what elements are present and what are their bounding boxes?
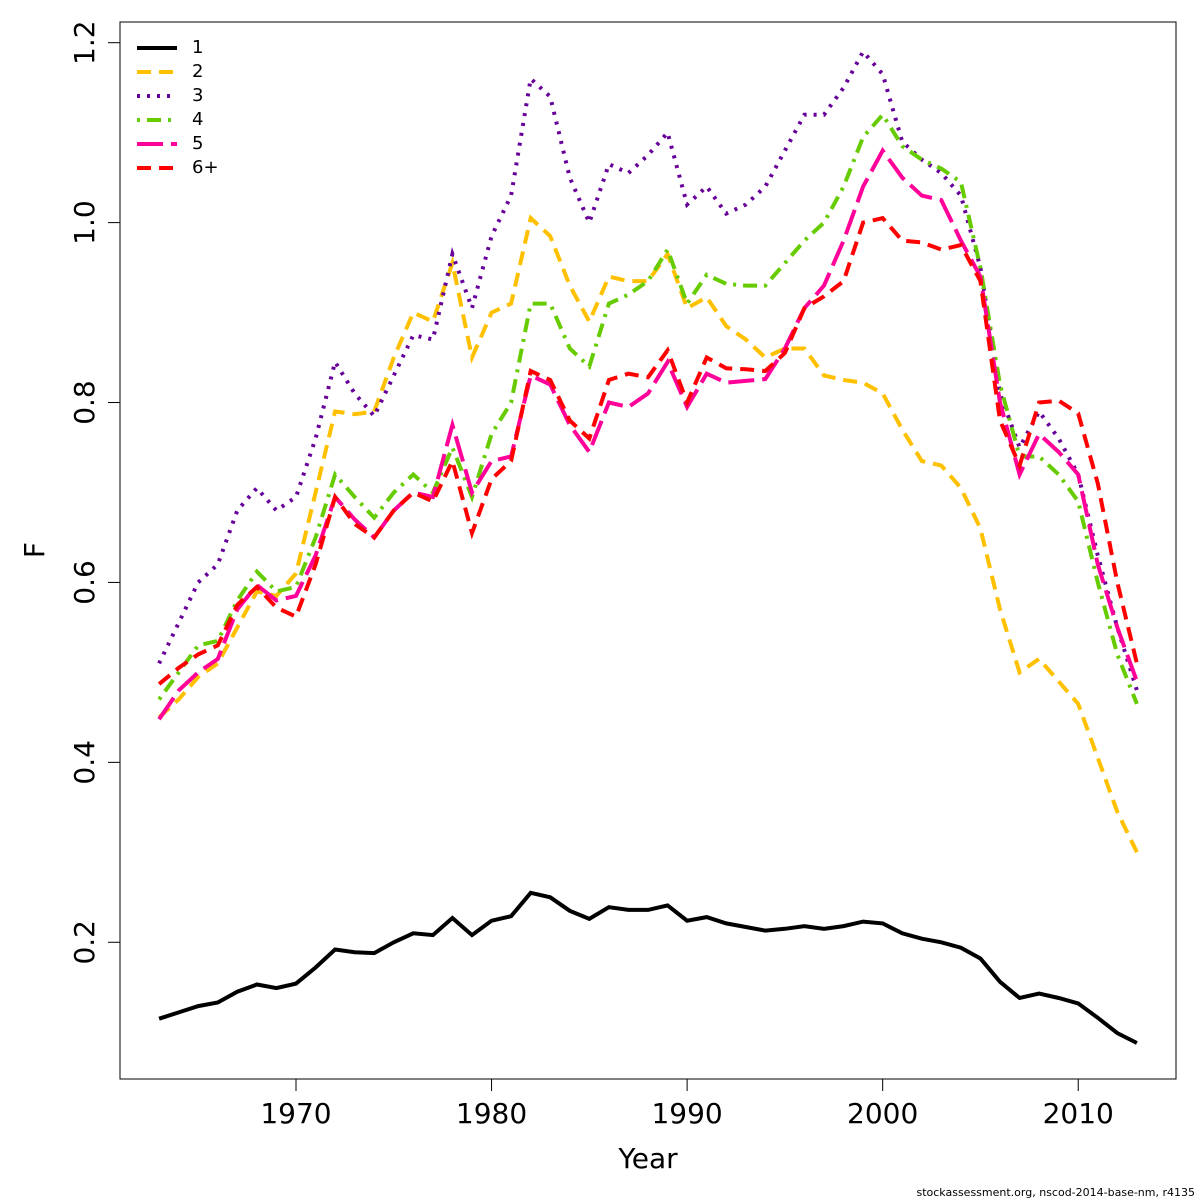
series-line [157,214,1139,854]
x-tick-label: 1990 [651,1097,722,1130]
y-tick-label: 0.4 [68,740,101,785]
y-tick-label: 0.8 [68,380,101,425]
footnote: stockassessment.org, nscod-2014-base-nm,… [916,1186,1195,1199]
x-tick-label: 1970 [260,1097,331,1130]
series-line [157,48,1139,691]
y-tick-label: 0.2 [68,920,101,965]
legend-label: 3 [192,85,203,106]
series-line [157,215,1139,686]
series-line [157,111,1139,705]
y-tick-label: 0.6 [68,560,101,605]
y-tick-label: 1.2 [68,20,101,65]
x-tick-label: 2010 [1043,1097,1114,1130]
y-axis-label: F [18,542,51,558]
legend-label: 2 [192,61,203,82]
plot-frame [119,21,1177,1080]
x-tick-label: 1980 [456,1097,527,1130]
x-axis-label: Year [617,1142,678,1175]
x-tick-label: 2000 [847,1097,918,1130]
series-line [158,890,1138,1045]
legend-label: 6+ [192,157,219,178]
legend-label: 4 [192,109,203,130]
y-tick-label: 1.0 [68,200,101,245]
series-line [157,146,1139,721]
legend-label: 1 [192,37,203,58]
legend-label: 5 [192,133,203,154]
